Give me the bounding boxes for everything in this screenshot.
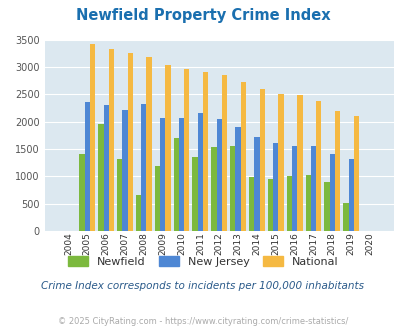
Text: © 2025 CityRating.com - https://www.cityrating.com/crime-statistics/: © 2025 CityRating.com - https://www.city… [58,317,347,326]
Bar [240,82,245,231]
Bar [286,176,291,231]
Text: Newfield Property Crime Index: Newfield Property Crime Index [75,8,330,23]
Bar [211,147,216,231]
Bar [259,89,264,231]
Bar [117,159,122,231]
Bar [109,49,114,231]
Bar [273,143,278,231]
Legend: Newfield, New Jersey, National: Newfield, New Jersey, National [63,251,342,271]
Bar [329,154,334,231]
Bar [173,138,179,231]
Bar [192,157,197,231]
Bar [291,146,296,231]
Bar [267,179,273,231]
Bar [310,146,315,231]
Bar [235,127,240,231]
Bar [136,195,141,231]
Bar [197,113,202,231]
Bar [315,101,321,231]
Bar [122,110,127,231]
Bar [278,94,283,231]
Bar [296,95,302,231]
Bar [103,105,109,231]
Bar [154,166,160,231]
Bar [254,137,259,231]
Bar [353,115,358,231]
Bar [202,72,208,231]
Bar [141,104,146,231]
Bar [179,118,184,231]
Bar [98,124,103,231]
Bar [79,154,85,231]
Bar [342,203,347,231]
Bar [90,44,95,231]
Bar [334,111,339,231]
Text: Crime Index corresponds to incidents per 100,000 inhabitants: Crime Index corresponds to incidents per… [41,281,364,291]
Bar [230,146,235,231]
Bar [160,118,165,231]
Bar [165,65,170,231]
Bar [305,175,310,231]
Bar [184,69,189,231]
Bar [216,119,221,231]
Bar [347,159,353,231]
Bar [221,75,226,231]
Bar [248,178,254,231]
Bar [127,53,132,231]
Bar [85,102,90,231]
Bar [146,56,151,231]
Bar [324,182,329,231]
